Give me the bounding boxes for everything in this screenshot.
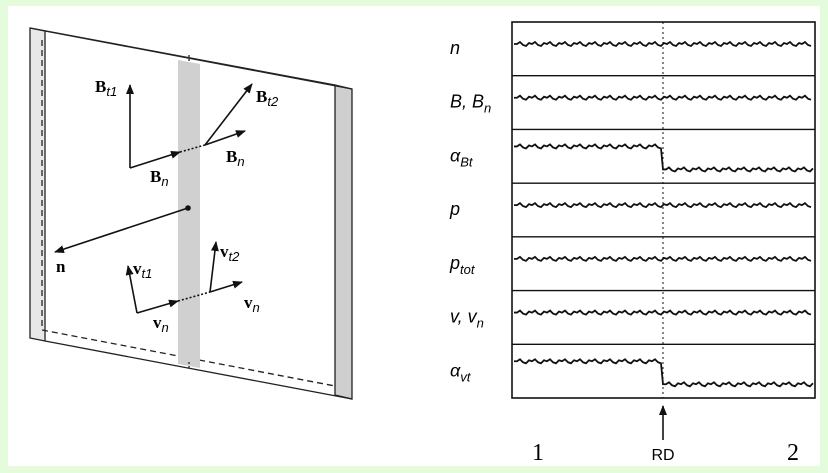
label: n	[450, 38, 460, 58]
label-base: n	[56, 257, 66, 276]
label-base: v, v	[450, 307, 478, 327]
label-subscript: t1	[106, 84, 117, 99]
region-label: 2	[787, 440, 799, 466]
label-base: B	[256, 87, 267, 106]
label-subscript: n	[253, 300, 260, 315]
label-base: B	[226, 147, 237, 166]
label-subscript: n	[237, 154, 244, 169]
label-subscript: n	[161, 174, 168, 189]
label-base: p	[449, 199, 460, 219]
label-base: B, B	[450, 92, 484, 112]
label-subscript: n	[162, 320, 169, 335]
figure-background	[8, 6, 820, 466]
label-subscript: t2	[229, 249, 241, 264]
label-base: B	[95, 77, 106, 96]
region-label: 1	[532, 440, 544, 466]
label-subscript: t2	[267, 94, 279, 109]
label-subscript: vt	[460, 369, 472, 384]
label-base: B	[150, 167, 161, 186]
label: p	[449, 199, 460, 219]
label-subscript: t1	[142, 266, 153, 281]
label-subscript: tot	[460, 262, 476, 277]
figure: Bt1Bt2BnBnnvt1vt2vnvn nB, BnαBtpptotv, v…	[0, 0, 828, 473]
label-subscript: n	[484, 101, 491, 116]
label-subscript: n	[477, 316, 484, 331]
label-base: n	[450, 38, 460, 58]
label: n	[56, 257, 66, 276]
marker-label: RD	[651, 447, 674, 464]
label-base: p	[449, 253, 460, 273]
label-subscript: Bt	[460, 154, 474, 169]
